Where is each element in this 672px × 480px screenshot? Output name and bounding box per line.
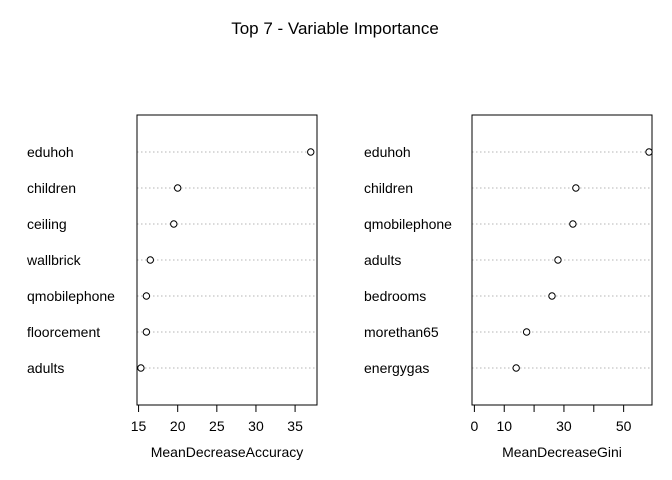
x-tick-label: 30 [248, 418, 264, 434]
category-label: wallbrick [26, 252, 82, 268]
category-label: eduhoh [364, 144, 411, 160]
category-label: adults [27, 360, 64, 376]
x-tick-label: 0 [470, 418, 478, 434]
data-point [645, 148, 653, 156]
data-point [170, 220, 178, 228]
category-label: morethan65 [364, 324, 439, 340]
x-tick-label: 20 [170, 418, 186, 434]
accuracy-panel: eduhoh children ceiling wallbrick qmobilepho… [26, 114, 318, 460]
category-label: energygas [364, 360, 429, 376]
x-tick-label: 30 [556, 418, 572, 434]
x-tick-label: 15 [131, 418, 147, 434]
category-label: adults [364, 252, 401, 268]
category-label: qmobilephone [364, 216, 452, 232]
chart-title: Top 7 - Variable Importance [231, 19, 439, 38]
data-point [142, 328, 151, 336]
category-label: qmobilephone [27, 288, 115, 304]
x-tick-label: 50 [616, 418, 632, 434]
category-label: ceiling [27, 216, 67, 232]
category-label: bedrooms [364, 288, 426, 304]
data-point [572, 184, 580, 192]
data-point [173, 184, 182, 192]
data-point [146, 256, 155, 264]
data-point [142, 292, 151, 300]
data-point [522, 328, 531, 336]
category-label: eduhoh [27, 144, 74, 160]
data-point [548, 292, 556, 300]
category-label: children [364, 180, 413, 196]
gini-panel: eduhoh children qmobilephone adults bedrooms… [364, 114, 653, 460]
category-label: floorcement [27, 324, 100, 340]
data-point [512, 364, 520, 372]
category-label: children [27, 180, 76, 196]
data-point [569, 220, 577, 228]
data-point [307, 148, 315, 156]
x-tick-label: 10 [496, 418, 512, 434]
x-tick-label: 25 [209, 418, 225, 434]
x-axis-title: MeanDecreaseGini [502, 444, 622, 460]
x-axis-title: MeanDecreaseAccuracy [151, 444, 304, 460]
data-point [554, 256, 562, 264]
data-point [137, 364, 145, 372]
x-tick-label: 35 [287, 418, 303, 434]
